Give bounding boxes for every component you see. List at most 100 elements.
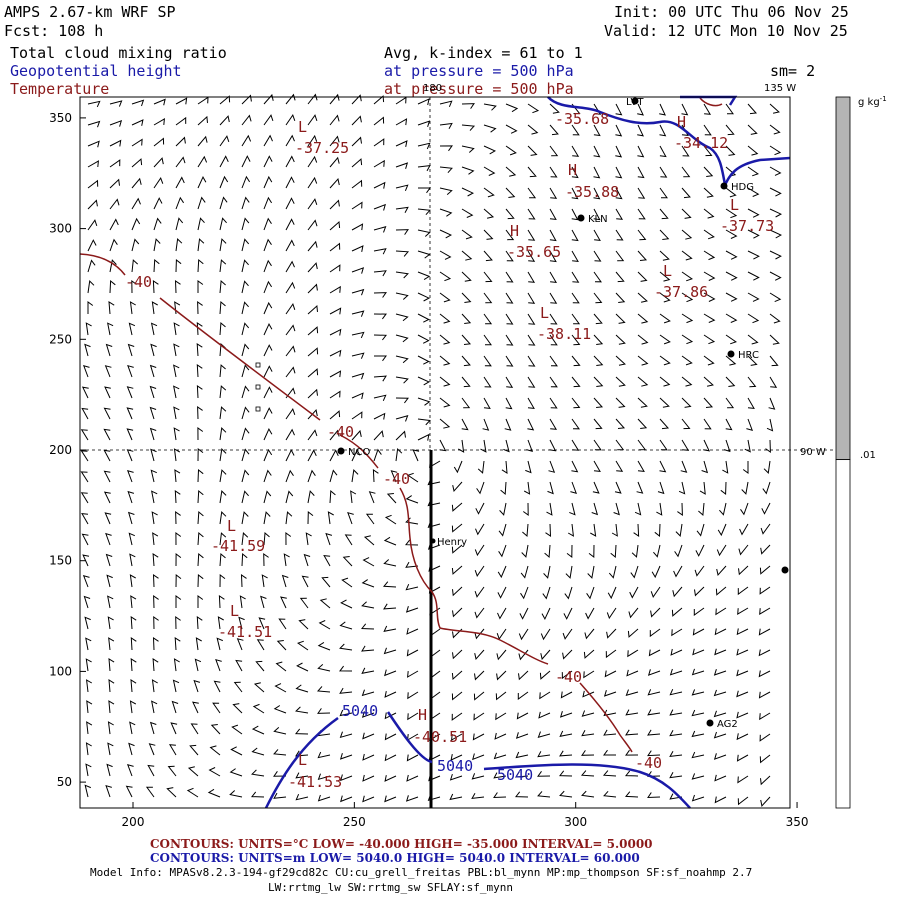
- wind-barb: [541, 607, 551, 621]
- wind-barb: [549, 271, 558, 283]
- wind-barb: [395, 415, 409, 422]
- wind-barb: [80, 471, 89, 483]
- wind-barb: [153, 616, 159, 630]
- wind-barb: [150, 469, 157, 483]
- wind-barb: [615, 250, 625, 262]
- wind-barb: [439, 100, 453, 107]
- wind-barb: [681, 334, 694, 345]
- wind-barb: [474, 670, 485, 681]
- wind-barb: [131, 158, 143, 168]
- wind-barb: [769, 166, 782, 176]
- wind-barb: [253, 682, 265, 693]
- wind-barb: [131, 238, 140, 252]
- wind-barb: [148, 743, 156, 756]
- center-value-10: -40.51: [413, 728, 467, 746]
- station-dot-lvt: [631, 97, 639, 105]
- wind-barb: [615, 439, 625, 451]
- wind-barb: [723, 439, 731, 453]
- wind-barb: [197, 258, 204, 273]
- wind-barb: [483, 397, 491, 409]
- wind-barb: [417, 271, 431, 281]
- wind-barb: [145, 786, 155, 798]
- wind-barb: [602, 770, 617, 777]
- wind-barb: [197, 301, 203, 315]
- wind-barb: [241, 469, 250, 483]
- wind-barb: [527, 397, 535, 409]
- wind-barb: [549, 355, 558, 367]
- wind-barb: [319, 598, 331, 609]
- wind-barb: [563, 607, 573, 620]
- wind-barb: [537, 791, 551, 798]
- wind-barb: [83, 595, 91, 609]
- wind-barb: [493, 792, 507, 799]
- terrain-markers: [255, 362, 261, 412]
- wind-barb: [131, 138, 143, 147]
- wind-barb: [461, 166, 475, 175]
- wind-barb: [505, 145, 517, 156]
- wind-barb: [351, 136, 362, 147]
- wind-barb: [241, 114, 252, 126]
- wind-barb: [736, 628, 749, 636]
- wind-barb: [197, 552, 204, 567]
- wind-barb: [449, 773, 463, 781]
- wind-barb: [761, 502, 771, 515]
- wind-barb: [174, 469, 181, 483]
- wind-barb: [647, 689, 661, 696]
- wind-barb: [131, 177, 142, 189]
- wind-barb: [694, 565, 705, 577]
- wind-barb: [588, 544, 595, 558]
- wind-barb: [104, 365, 112, 378]
- wind-barb: [152, 637, 159, 651]
- wind-barb: [295, 794, 309, 801]
- wind-barb: [219, 490, 227, 504]
- wind-barb: [762, 481, 771, 495]
- wind-barb: [405, 539, 419, 546]
- wind-barb: [474, 649, 485, 660]
- wind-barb: [323, 555, 331, 567]
- wind-barb: [329, 349, 342, 357]
- wind-barb: [174, 490, 181, 504]
- wind-barb: [351, 94, 362, 105]
- wind-barb: [515, 791, 529, 798]
- wind-barb: [417, 164, 431, 172]
- wind-barb: [219, 448, 227, 462]
- wind-barb: [593, 376, 604, 387]
- wind-barb: [351, 223, 364, 231]
- wind-barb: [760, 523, 771, 535]
- lon-label-90w: 90 W: [800, 447, 826, 458]
- wind-barb: [341, 577, 353, 588]
- wind-barb: [593, 334, 604, 345]
- wind-barb: [461, 145, 475, 153]
- wind-barb: [495, 712, 507, 721]
- wind-barb: [213, 680, 221, 693]
- wind-barb: [736, 711, 749, 719]
- wind-barb: [87, 199, 98, 210]
- center-value-9: -41.51: [218, 623, 272, 641]
- model-info: Model Info: MPASv8.2.3-194-gf29cd82c CU:…: [90, 866, 753, 879]
- wind-barb: [219, 300, 226, 315]
- wind-barb: [653, 544, 661, 558]
- wind-barb: [474, 586, 485, 598]
- wind-barb: [351, 429, 362, 441]
- wind-barb: [725, 418, 733, 431]
- wind-barb: [263, 155, 273, 168]
- wind-barb: [197, 175, 207, 189]
- wind-barb: [263, 134, 273, 147]
- wind-barb: [527, 271, 536, 283]
- wind-barb: [365, 513, 375, 525]
- wind-barb: [696, 523, 705, 537]
- wind-barb: [107, 616, 114, 630]
- wind-barb: [82, 575, 90, 588]
- wind-barb: [559, 770, 573, 777]
- wind-barb: [725, 145, 736, 156]
- wind-barb: [192, 701, 199, 714]
- wind-barb: [461, 250, 473, 261]
- wind-barb: [104, 512, 112, 525]
- wind-barb: [736, 690, 749, 698]
- wind-barb: [624, 770, 639, 777]
- wind-barb: [241, 238, 250, 252]
- wind-barb: [383, 559, 397, 567]
- wind-barb: [452, 628, 463, 639]
- wind-barb: [713, 753, 727, 760]
- wind-barb: [439, 439, 447, 452]
